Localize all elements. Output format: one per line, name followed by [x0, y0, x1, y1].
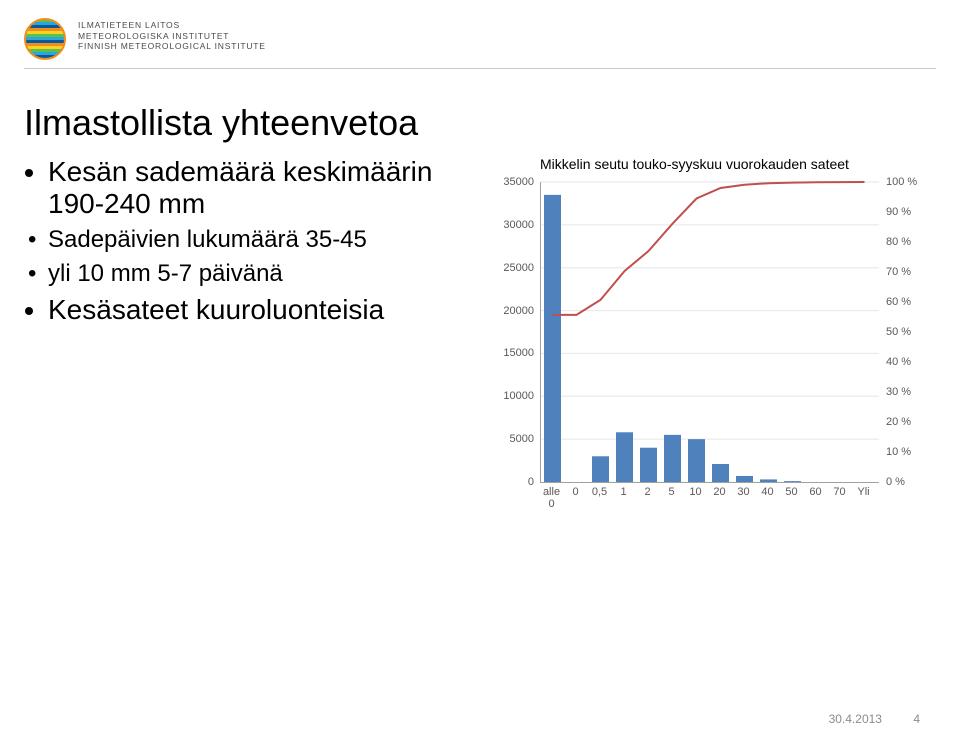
x-label: alle 0	[539, 486, 565, 510]
footer: 30.4.2013 4	[829, 712, 920, 726]
y-right-label: 30 %	[886, 386, 911, 398]
plot-area	[540, 182, 879, 483]
y-right-label: 10 %	[886, 446, 911, 458]
footer-date: 30.4.2013	[829, 712, 882, 726]
chart-title: Mikkelin seutu touko-syyskuu vuorokauden…	[540, 156, 934, 172]
header-rule	[24, 68, 936, 69]
y-left-label: 0	[484, 476, 534, 488]
subbullet-1: Sadepäivien lukumäärä 35-45	[48, 226, 484, 254]
x-label: 5	[659, 486, 685, 498]
institute-name: ILMATIETEEN LAITOS METEOROLOGISKA INSTIT…	[78, 20, 266, 52]
y-right-label: 80 %	[886, 236, 911, 248]
bullet-1: Kesän sademäärä keskimäärin 190-240 mm	[48, 156, 484, 220]
institute-line-2: METEOROLOGISKA INSTITUTET	[78, 31, 266, 42]
y-left-label: 10000	[484, 390, 534, 402]
y-left-label: 25000	[484, 262, 534, 274]
page-title: Ilmastollista yhteenvetoa	[24, 102, 418, 144]
institute-line-3: FINNISH METEOROLOGICAL INSTITUTE	[78, 41, 266, 52]
x-label: 30	[731, 486, 757, 498]
y-right-label: 70 %	[886, 266, 911, 278]
fmi-logo-icon	[24, 18, 66, 60]
bullet-list: Kesän sademäärä keskimäärin 190-240 mm S…	[24, 156, 484, 332]
y-left-label: 15000	[484, 347, 534, 359]
y-right-label: 40 %	[886, 356, 911, 368]
y-right-label: 60 %	[886, 296, 911, 308]
y-right-label: 20 %	[886, 416, 911, 428]
y-left-label: 30000	[484, 219, 534, 231]
x-label: Yli	[851, 486, 877, 498]
footer-page: 4	[913, 712, 920, 726]
x-label: 70	[827, 486, 853, 498]
subbullet-2: yli 10 mm 5-7 päivänä	[48, 260, 484, 288]
x-label: 0,5	[587, 486, 613, 498]
slide: ILMATIETEEN LAITOS METEOROLOGISKA INSTIT…	[0, 0, 960, 740]
y-right-label: 100 %	[886, 176, 917, 188]
y-right-label: 0 %	[886, 476, 905, 488]
x-label: 2	[635, 486, 661, 498]
chart-svg	[541, 182, 879, 482]
bullet-2: Kesäsateet kuuroluonteisia	[48, 294, 484, 326]
y-right-label: 90 %	[886, 206, 911, 218]
chart: Mikkelin seutu touko-syyskuu vuorokauden…	[482, 156, 934, 536]
x-label: 10	[683, 486, 709, 498]
y-left-label: 20000	[484, 305, 534, 317]
y-left-label: 5000	[484, 433, 534, 445]
y-left-label: 35000	[484, 176, 534, 188]
header: ILMATIETEEN LAITOS METEOROLOGISKA INSTIT…	[24, 18, 936, 70]
x-label: 0	[563, 486, 589, 498]
x-label: 60	[803, 486, 829, 498]
x-label: 1	[611, 486, 637, 498]
y-right-label: 50 %	[886, 326, 911, 338]
x-label: 40	[755, 486, 781, 498]
x-label: 50	[779, 486, 805, 498]
x-label: 20	[707, 486, 733, 498]
institute-line-1: ILMATIETEEN LAITOS	[78, 20, 266, 31]
